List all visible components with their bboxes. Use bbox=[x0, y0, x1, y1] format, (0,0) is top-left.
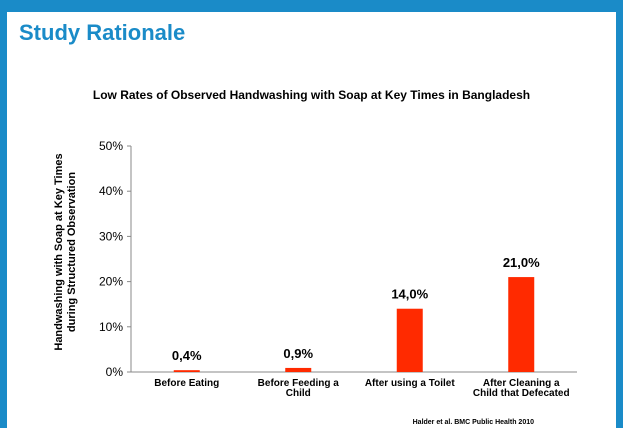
category-label: After Cleaning a bbox=[483, 378, 560, 389]
category-label: Before Feeding a bbox=[258, 378, 340, 389]
bar bbox=[396, 308, 423, 372]
bar-chart: 0% 10% 20% 30% 40% 50% 0,4% Before Eating 0,9% Be… bbox=[99, 139, 577, 399]
slide-title: Study Rationale bbox=[19, 20, 186, 45]
y-tick-label: 0% bbox=[106, 365, 124, 379]
category-label: After using a Toilet bbox=[365, 378, 455, 389]
bar bbox=[508, 277, 535, 372]
y-tick-label: 10% bbox=[99, 320, 123, 334]
category-label: Child bbox=[286, 388, 311, 399]
data-label: 14,0% bbox=[391, 287, 428, 302]
bar bbox=[173, 370, 200, 372]
y-tick-label: 30% bbox=[99, 229, 123, 243]
category-label: Before Eating bbox=[154, 378, 219, 389]
bar bbox=[285, 367, 312, 372]
category-label: Child that Defecated bbox=[473, 388, 570, 399]
source-citation: Halder et al. BMC Public Health 2010 bbox=[412, 419, 534, 426]
chart-title: Low Rates of Observed Handwashing with S… bbox=[92, 88, 531, 102]
data-label: 21,0% bbox=[503, 255, 540, 270]
content-panel: Study Rationale Low Rates of Observed Ha… bbox=[7, 12, 616, 428]
y-tick-label: 50% bbox=[99, 139, 123, 153]
y-tick-label: 20% bbox=[99, 275, 123, 289]
data-label: 0,4% bbox=[172, 348, 202, 363]
y-tick-label: 40% bbox=[99, 184, 123, 198]
data-label: 0,9% bbox=[283, 346, 313, 361]
